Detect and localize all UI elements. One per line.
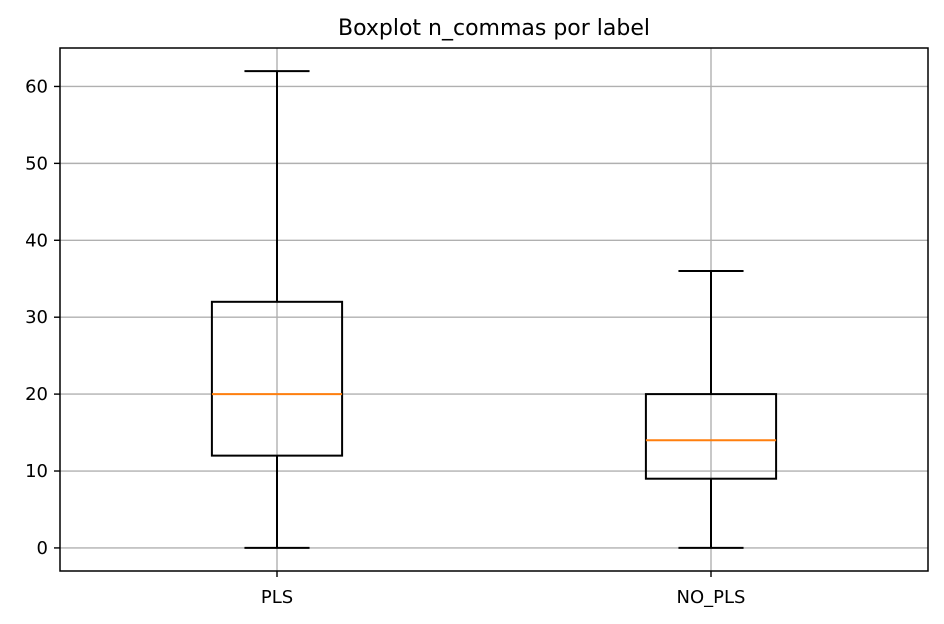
chart-title: Boxplot n_commas por label xyxy=(338,16,650,41)
box-pls xyxy=(210,70,344,549)
box-layer xyxy=(210,70,778,549)
iqr-box xyxy=(644,393,778,480)
y-tick-label: 0 xyxy=(37,538,48,559)
box-no-pls xyxy=(644,270,778,549)
tick-layer: 0 10 20 30 40 50 60 PLS NO_PLS xyxy=(25,76,745,608)
x-tick-label: PLS xyxy=(261,587,293,608)
grid-layer xyxy=(60,48,928,571)
y-tick-label: 10 xyxy=(25,461,48,482)
y-tick-label: 60 xyxy=(25,76,48,97)
y-tick-label: 30 xyxy=(25,307,48,328)
y-tick-label: 40 xyxy=(25,230,48,251)
x-tick-label: NO_PLS xyxy=(677,587,746,608)
axes-frame xyxy=(59,47,929,572)
y-tick-label: 20 xyxy=(25,384,48,405)
y-tick-label: 50 xyxy=(25,153,48,174)
iqr-box xyxy=(210,300,344,457)
